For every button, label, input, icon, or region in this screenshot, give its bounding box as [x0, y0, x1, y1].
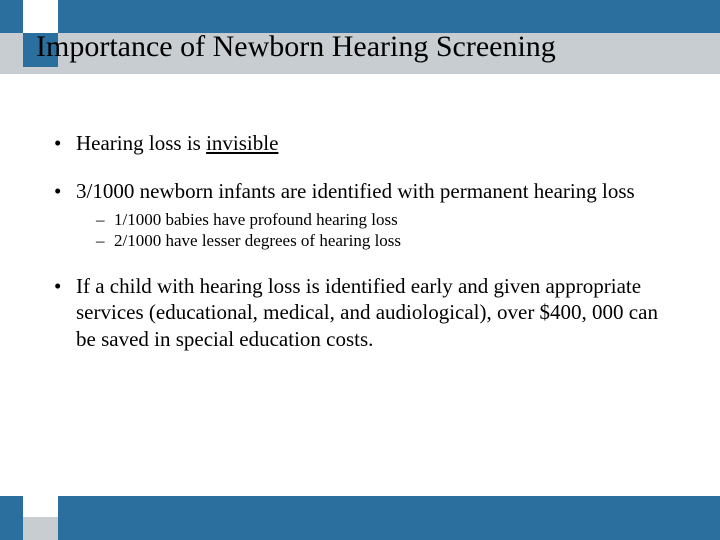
bullet-2-sub-1: 1/1000 babies have profound hearing loss	[52, 209, 672, 230]
bullet-1: Hearing loss is invisible	[52, 130, 672, 156]
header-accent-white-square	[23, 0, 58, 33]
bullet-2-sub-2: 2/1000 have lesser degrees of hearing lo…	[52, 230, 672, 251]
bullet-1-underlined: invisible	[206, 131, 278, 155]
footer-accent-gray-square	[23, 517, 58, 540]
bullet-3: If a child with hearing loss is identifi…	[52, 273, 672, 352]
footer-band	[0, 496, 720, 540]
content-area: Hearing loss is invisible 3/1000 newborn…	[52, 130, 672, 374]
bullet-2-subgroup: 1/1000 babies have profound hearing loss…	[52, 209, 672, 252]
bullet-1-text-pre: Hearing loss is	[76, 131, 206, 155]
slide-title: Importance of Newborn Hearing Screening	[36, 30, 696, 64]
bullet-2: 3/1000 newborn infants are identified wi…	[52, 178, 672, 204]
footer-accent-white-square	[23, 496, 58, 517]
